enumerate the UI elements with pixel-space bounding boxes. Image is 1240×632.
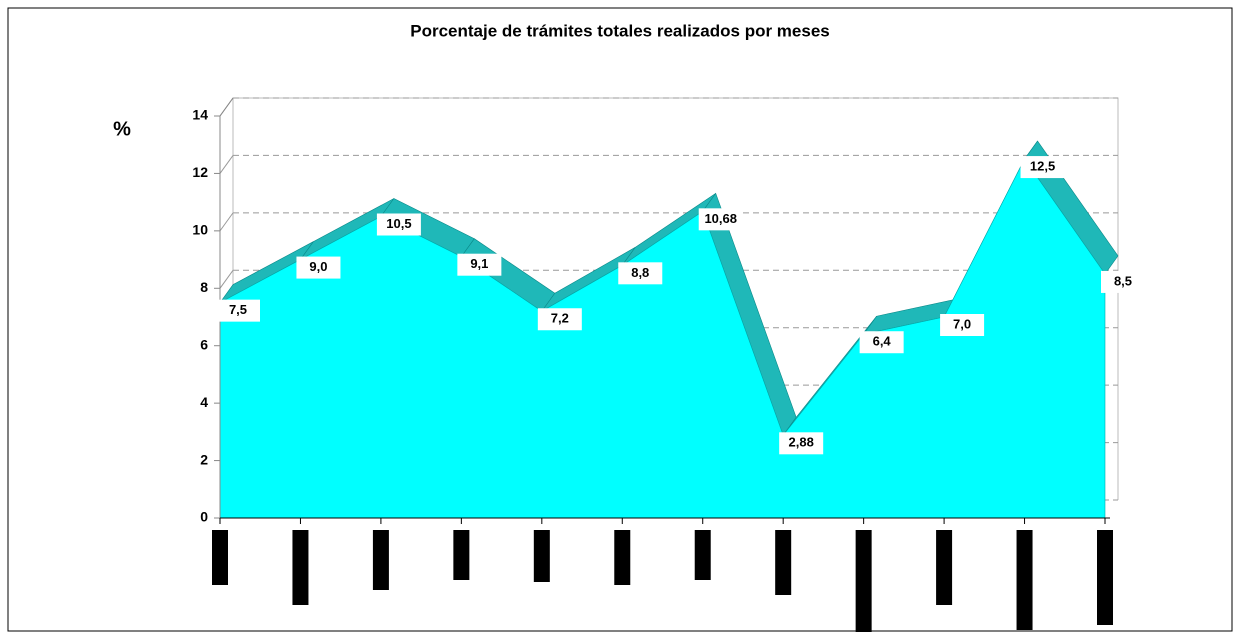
data-label: 9,1 (470, 256, 488, 271)
y-tick-label: 0 (200, 509, 208, 525)
x-tick-label-blot (533, 530, 550, 582)
data-label-box (376, 213, 421, 236)
data-label-box (296, 256, 341, 279)
x-tick-label-blot (1016, 530, 1033, 630)
data-label: 8,8 (631, 265, 649, 280)
x-tick-label-blot (372, 530, 389, 590)
y-tick-label: 6 (200, 336, 208, 352)
data-label: 12,5 (1030, 159, 1055, 174)
data-label: 7,0 (953, 316, 971, 331)
x-tick-label-blot (614, 530, 631, 585)
x-tick-label-blot (1097, 530, 1113, 625)
x-tick-label-blot (775, 530, 792, 595)
y-axis-top (219, 97, 234, 117)
y-tick-label: 14 (192, 107, 208, 123)
data-label-box (216, 299, 260, 322)
y-tick-label: 2 (200, 451, 208, 467)
y-axis-label: % (113, 118, 131, 140)
data-label-box (698, 208, 743, 231)
x-tick-label-blot (212, 530, 228, 585)
data-label-box (618, 262, 663, 285)
x-tick-label-blot (453, 530, 470, 580)
x-tick-label-blot (292, 530, 309, 605)
y-tick-label: 10 (192, 222, 208, 238)
data-label: 10,5 (386, 216, 411, 231)
data-label-box (1020, 156, 1065, 179)
y-tick-label: 4 (200, 394, 208, 410)
chart-title: Porcentaje de trámites totales realizado… (410, 21, 830, 40)
data-label: 8,5 (1114, 273, 1132, 288)
data-label-box (859, 331, 904, 354)
grid-side (219, 269, 234, 289)
data-label-box (537, 308, 582, 331)
x-tick-label-blot (936, 530, 953, 605)
grid-side (219, 155, 234, 174)
x-tick-label-blot (855, 530, 872, 632)
data-label-box (457, 253, 502, 276)
data-label: 7,2 (551, 311, 569, 326)
data-label-box (1101, 270, 1145, 293)
data-label: 10,68 (704, 211, 737, 226)
data-label-box (779, 432, 824, 455)
data-label-box (940, 314, 985, 336)
data-label: 2,88 (789, 435, 814, 450)
data-label: 6,4 (873, 334, 892, 349)
data-label: 7,5 (229, 302, 247, 317)
x-tick-label-blot (694, 530, 711, 580)
data-label: 9,0 (309, 259, 327, 274)
y-tick-label: 8 (200, 279, 208, 295)
grid-side (219, 212, 234, 232)
y-tick-label: 12 (192, 164, 208, 180)
